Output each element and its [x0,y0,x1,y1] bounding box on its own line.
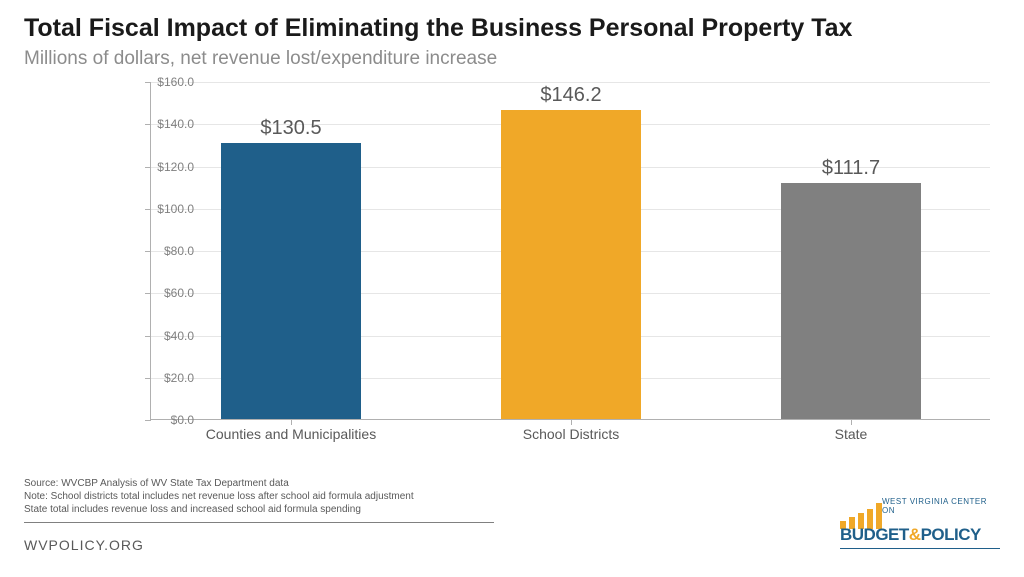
logo-underline [840,548,1000,549]
footer-divider [24,522,494,523]
bar-value-label: $111.7 [822,157,880,180]
chart-subtitle: Millions of dollars, net revenue lost/ex… [24,48,497,70]
y-tick-label: $140.0 [157,117,194,131]
gridline [151,82,990,83]
y-tick-label: $20.0 [164,371,194,385]
x-tick-label: Counties and Municipalities [206,426,376,442]
x-tick [571,419,572,425]
logo-tagline: WEST VIRGINIA CENTER ON [882,497,1000,515]
y-tick [145,251,151,252]
y-tick-label: $100.0 [157,202,194,216]
plot-region: $0.0$20.0$40.0$60.0$80.0$100.0$120.0$140… [150,82,990,420]
bar [501,110,641,419]
x-tick [291,419,292,425]
bar-value-label: $146.2 [540,84,601,107]
logo-ampersand: & [909,525,921,544]
y-tick-label: $160.0 [157,75,194,89]
y-tick-label: $120.0 [157,160,194,174]
y-tick [145,167,151,168]
y-tick [145,209,151,210]
footer-note-source: Source: WVCBP Analysis of WV State Tax D… [24,477,494,490]
y-tick [145,293,151,294]
x-tick [851,419,852,425]
wvcbp-logo: WEST VIRGINIA CENTER ON BUDGET&POLICY [840,499,1000,559]
footer-note-3: State total includes revenue loss and in… [24,503,494,516]
footer-url: WVPOLICY.ORG [24,537,144,553]
chart-area: $0.0 $20.0 $40.0 $60.0 $80.0 $100.0 $120.0 $140… [100,82,990,450]
bar [781,183,921,419]
footer-notes: Source: WVCBP Analysis of WV State Tax D… [24,477,494,516]
y-tick-label: $80.0 [164,244,194,258]
x-tick-label: School Districts [523,426,619,442]
y-tick [145,378,151,379]
y-tick-label: $40.0 [164,329,194,343]
footer-note-2: Note: School districts total includes ne… [24,490,494,503]
y-tick [145,82,151,83]
y-tick [145,124,151,125]
chart-title: Total Fiscal Impact of Eliminating the B… [24,14,852,43]
bar [221,143,361,419]
bar-value-label: $130.5 [260,117,321,140]
y-tick [145,336,151,337]
logo-main-text: BUDGET&POLICY [840,525,981,545]
y-tick-label: $60.0 [164,286,194,300]
y-tick-label: $0.0 [171,413,194,427]
x-tick-label: State [835,426,868,442]
y-tick [145,420,151,421]
logo-word-policy: POLICY [921,525,981,544]
logo-word-budget: BUDGET [840,525,909,544]
